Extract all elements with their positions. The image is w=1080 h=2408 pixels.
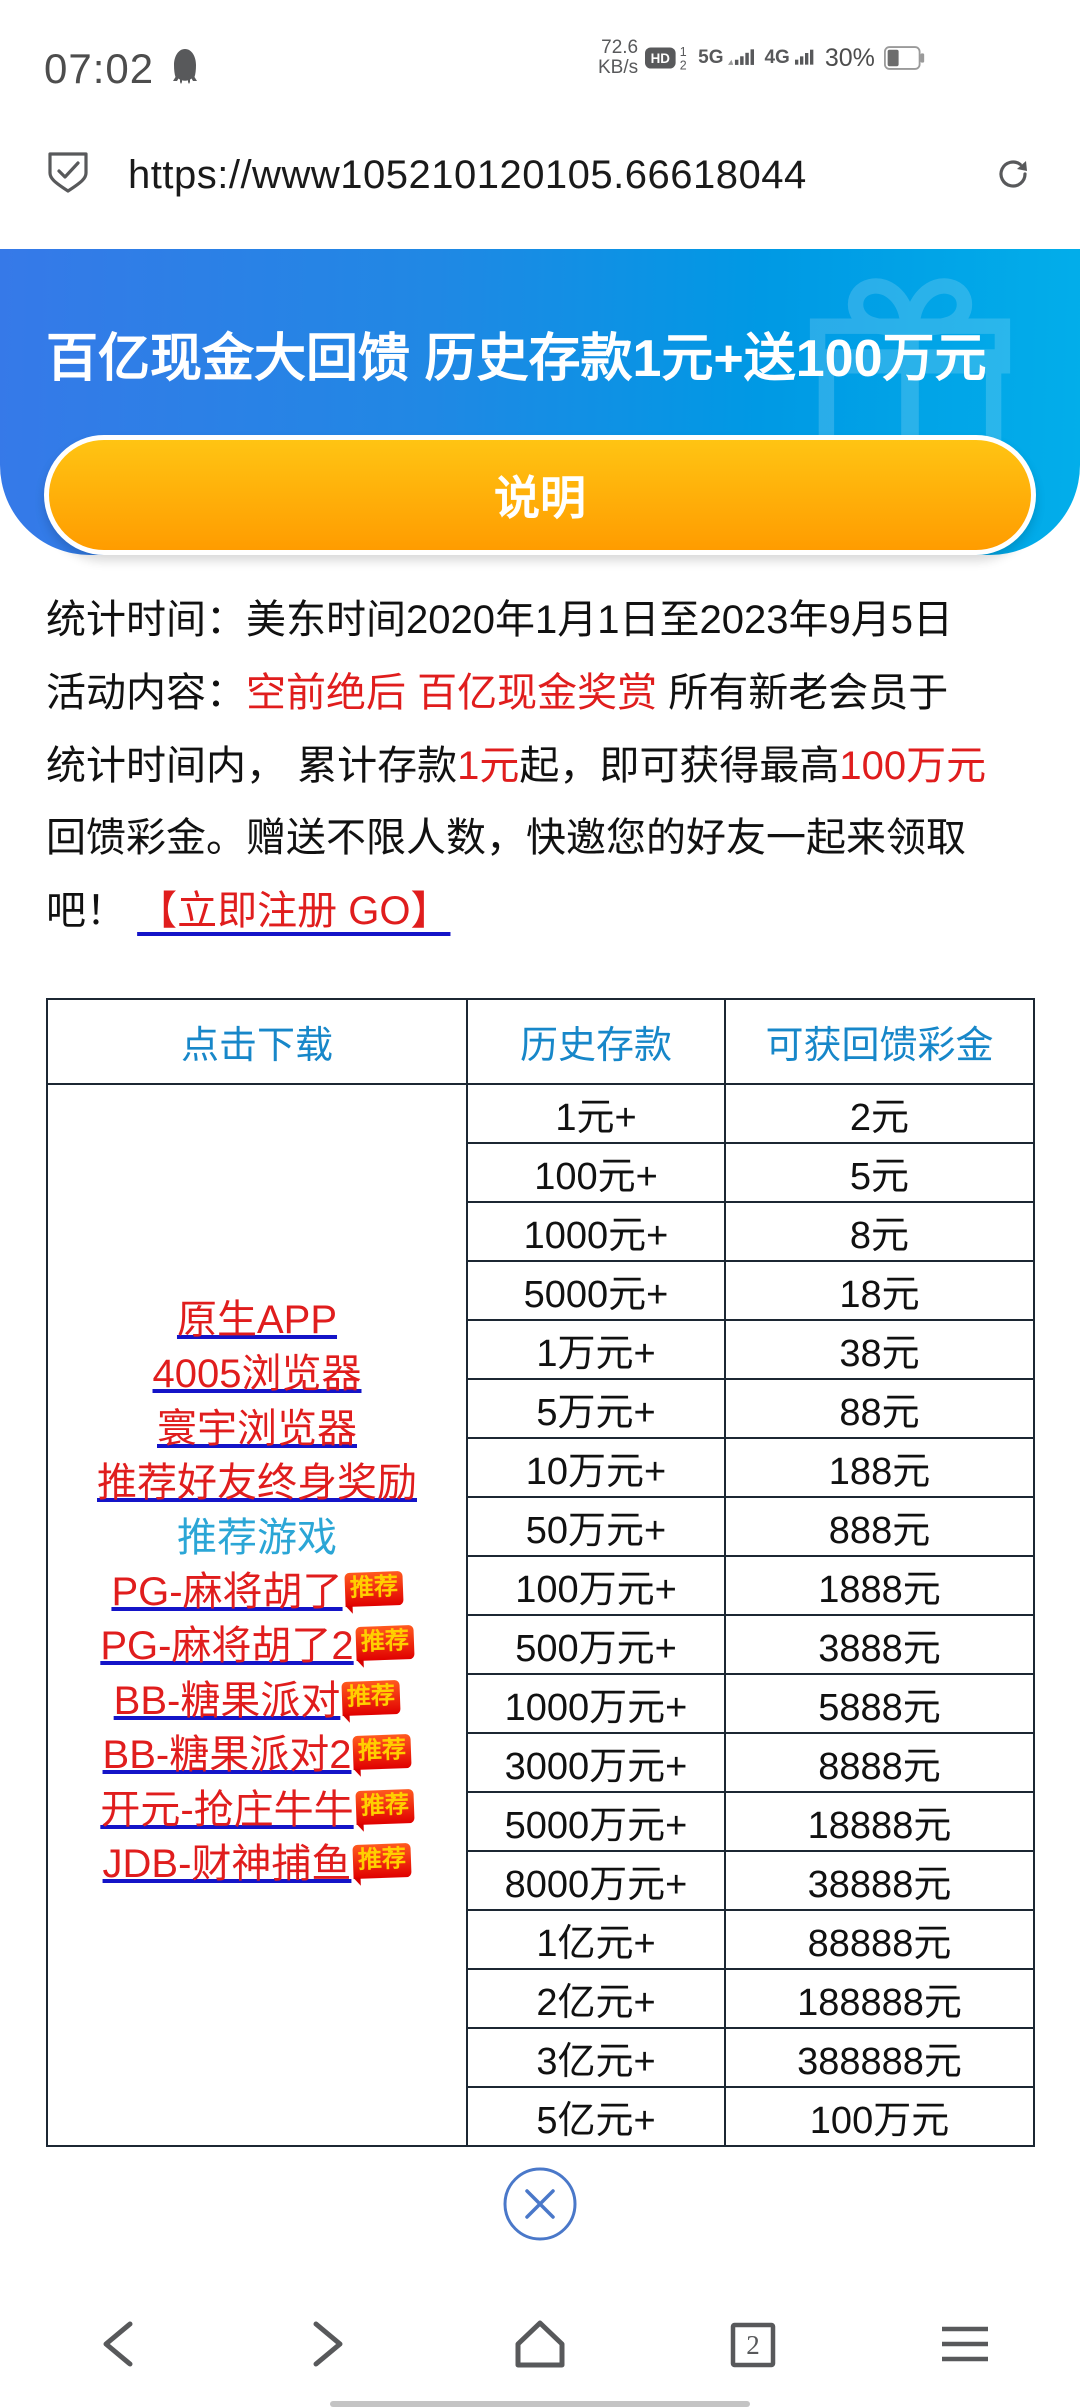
svg-text:2: 2 [680, 58, 687, 72]
svg-text:HD: HD [651, 51, 671, 66]
svg-text:2: 2 [746, 2330, 760, 2360]
svg-text:1: 1 [680, 45, 687, 59]
